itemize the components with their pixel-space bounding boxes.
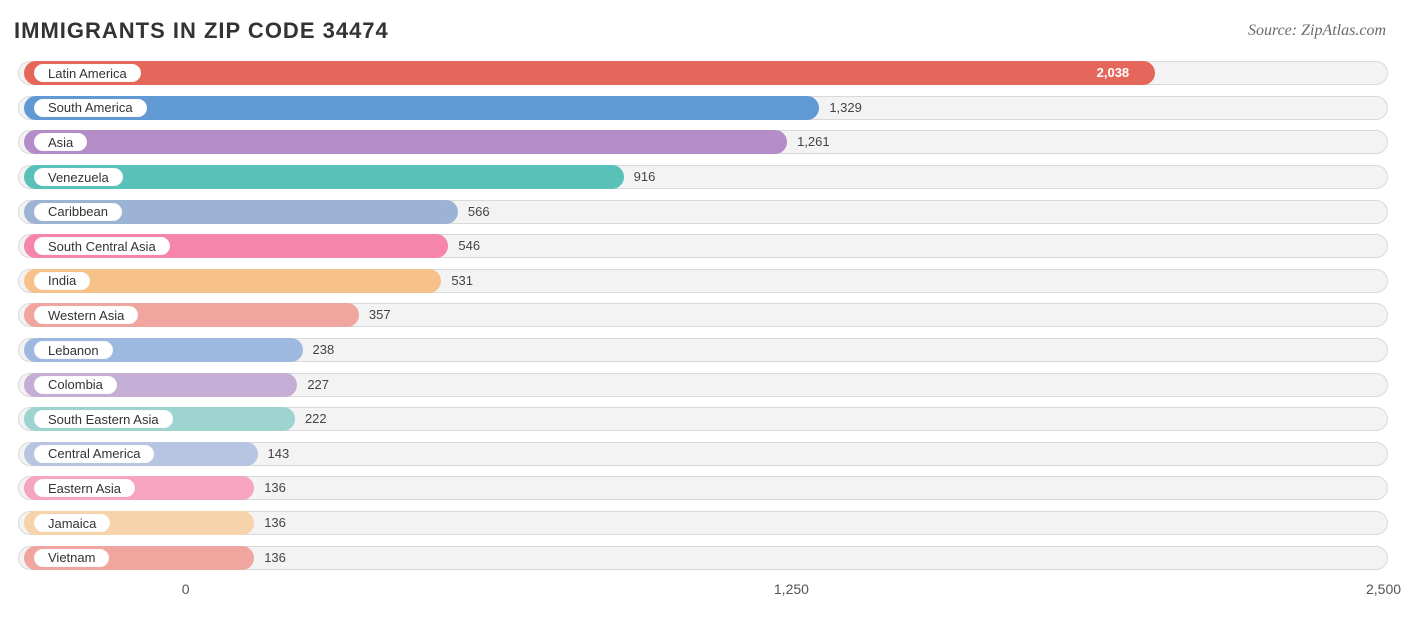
bar-row: Latin America 2,038 (14, 56, 1392, 91)
bar-label-pill: Caribbean (32, 201, 124, 223)
bar-row: Caribbean 566 (14, 194, 1392, 229)
bar-value: 143 (268, 446, 290, 461)
bar-label-pill: Eastern Asia (32, 477, 137, 499)
bar-value: 357 (369, 307, 391, 322)
bar-value: 1,261 (797, 134, 830, 149)
bar-label-pill: Central America (32, 443, 156, 465)
bar-row: India 531 (14, 264, 1392, 299)
bar-label-pill: South Eastern Asia (32, 408, 175, 430)
bar-row: South Central Asia 546 (14, 229, 1392, 264)
bar-row: Colombia 227 (14, 367, 1392, 402)
bar-label-pill: Colombia (32, 374, 119, 396)
bar-row: Lebanon 238 (14, 333, 1392, 368)
bar-row: Venezuela 916 (14, 160, 1392, 195)
bar-value: 136 (264, 550, 286, 565)
bar-label-pill: Vietnam (32, 547, 111, 569)
bar-value: 1,329 (829, 100, 862, 115)
bar-value: 222 (305, 411, 327, 426)
bar-label-pill: India (32, 270, 92, 292)
bar-label-pill: South America (32, 97, 149, 119)
bar-fill (24, 61, 1155, 85)
bar-value: 238 (313, 342, 335, 357)
bar-value: 566 (468, 204, 490, 219)
chart-source: Source: ZipAtlas.com (1248, 22, 1386, 40)
chart-title: IMMIGRANTS IN ZIP CODE 34474 (14, 18, 389, 44)
bar-label-pill: South Central Asia (32, 235, 172, 257)
bar-value: 531 (451, 273, 473, 288)
x-tick-0: 0 (182, 581, 190, 597)
bar-value: 227 (307, 377, 329, 392)
chart-plot: Latin America 2,038 South America 1,329 Asia… (14, 56, 1392, 607)
bar-row: South America 1,329 (14, 91, 1392, 126)
bar-label-pill: Asia (32, 131, 89, 153)
bar-label-pill: Western Asia (32, 304, 140, 326)
bar-row: Eastern Asia 136 (14, 471, 1392, 506)
bar-value: 2,038 (1097, 65, 1130, 80)
bar-label-pill: Venezuela (32, 166, 125, 188)
bar-value: 136 (264, 515, 286, 530)
x-tick-2500: 2,500 (1366, 581, 1401, 597)
bar-value: 136 (264, 480, 286, 495)
x-tick-1250: 1,250 (774, 581, 809, 597)
bar-row: Jamaica 136 (14, 506, 1392, 541)
bar-value: 916 (634, 169, 656, 184)
bar-label-pill: Jamaica (32, 512, 112, 534)
bar-fill (24, 130, 787, 154)
bar-row: Western Asia 357 (14, 298, 1392, 333)
bar-value: 546 (458, 238, 480, 253)
bar-row: Central America 143 (14, 437, 1392, 472)
bar-row: South Eastern Asia 222 (14, 402, 1392, 437)
bar-label-pill: Lebanon (32, 339, 115, 361)
bar-row: Vietnam 136 (14, 540, 1392, 575)
bar-row: Asia 1,261 (14, 125, 1392, 160)
bar-label-pill: Latin America (32, 62, 143, 84)
